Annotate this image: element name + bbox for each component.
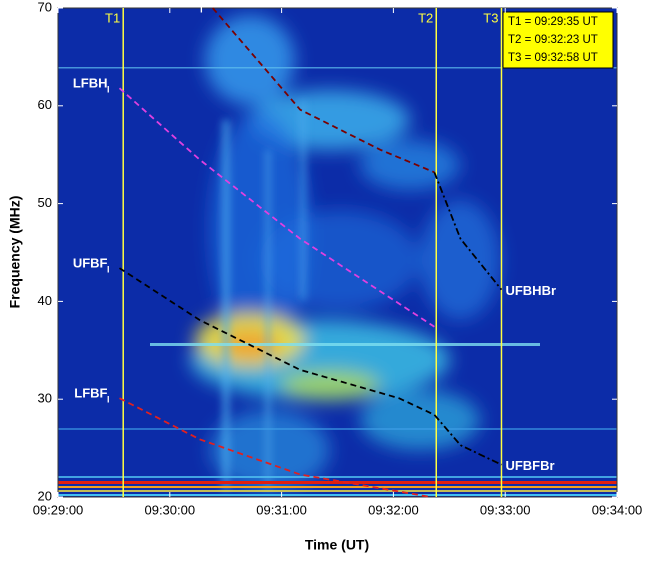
fit-curve: [433, 171, 503, 291]
curve-label: LFBH: [73, 76, 108, 91]
info-box-line: T3 = 09:32:58 UT: [508, 52, 598, 64]
y-tick-label: 70: [38, 0, 52, 14]
info-box: T1 = 09:29:35 UT T2 = 09:32:23 UT T3 = 09:…: [502, 11, 614, 69]
streaks: [222, 100, 306, 490]
fit-curve: [212, 7, 435, 174]
rfi-line: [58, 428, 617, 430]
x-tick-label: 09:34:00: [592, 502, 643, 517]
y-axis-label: Frequency (MHz): [7, 196, 23, 309]
streak: [300, 100, 306, 300]
spectrogram: [58, 8, 617, 497]
streak: [265, 150, 271, 490]
emission-blob: [360, 390, 480, 450]
curve-label-subscript: I: [107, 265, 110, 275]
fit-curve: [118, 87, 435, 328]
y-tick-label: 20: [38, 488, 52, 503]
x-tick-label: 09:31:00: [256, 502, 307, 517]
emission-blob: [280, 370, 380, 400]
curve-label-subscript: I: [107, 395, 110, 405]
time-marker-label: T2: [418, 10, 433, 25]
emission-blob: [205, 15, 295, 105]
x-tick-label: 09:30:00: [144, 502, 195, 517]
info-box-frame: [502, 11, 614, 69]
rfi-line: [58, 481, 617, 484]
curve-label: UFBFBr: [505, 458, 554, 473]
time-marker-label: T1: [105, 10, 120, 25]
rfi-line: [58, 490, 617, 492]
curve-label: UFBF: [73, 256, 108, 271]
rfi-line: [58, 494, 617, 496]
rfi-line: [58, 486, 617, 488]
y-tick-label: 40: [38, 293, 52, 308]
info-box-line: T2 = 09:32:23 UT: [508, 34, 598, 46]
fit-curve: [119, 397, 431, 498]
curve-label-subscript: I: [200, 4, 203, 14]
x-axis-label: Time (UT): [305, 537, 369, 553]
curve-label: UFBHBr: [505, 283, 556, 298]
y-tick-label: 60: [38, 97, 52, 112]
emission-blob: [420, 200, 500, 320]
rfi-line: [58, 476, 617, 478]
x-tick-label: 09:29:00: [33, 502, 84, 517]
y-tick-label: 50: [38, 195, 52, 210]
y-tick-label: 30: [38, 391, 52, 406]
curve-label-subscript: I: [107, 85, 110, 95]
curve-label: UFBH: [165, 0, 201, 10]
streak: [222, 120, 230, 490]
x-tick-label: 09:32:00: [368, 502, 419, 517]
curve-label: LFBF: [74, 386, 107, 401]
rfi-line: [150, 343, 540, 346]
x-tick-label: 09:33:00: [480, 502, 531, 517]
time-marker-label: T3: [483, 10, 498, 25]
fit-curve: [119, 267, 435, 416]
fit-curve: [433, 414, 502, 466]
info-box-line: T1 = 09:29:35 UT: [508, 16, 598, 28]
plot-frame: [57, 7, 618, 498]
emission-blob: [360, 140, 460, 190]
rfi-line: [58, 67, 617, 69]
